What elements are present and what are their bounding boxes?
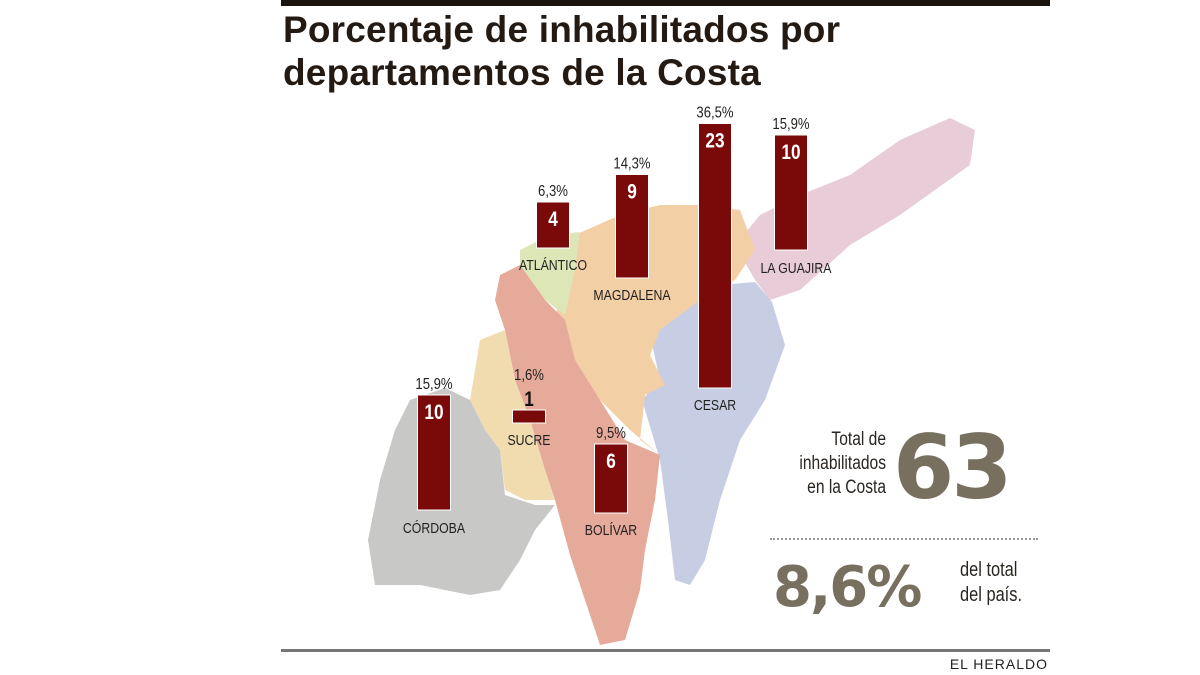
bar-value-label: 9 <box>627 181 637 204</box>
region-bolivar <box>495 265 660 645</box>
bar-1 <box>615 174 649 279</box>
department-label: BOLÍVAR <box>585 521 637 538</box>
bar-value-label: 10 <box>781 142 800 165</box>
bar-value-label: 4 <box>548 209 558 232</box>
title-line-1: Porcentaje de inhabilitados por <box>283 9 841 50</box>
region-atlantico <box>520 232 580 315</box>
total-label-line: Total de <box>831 429 886 450</box>
region-la-guajira <box>735 118 975 300</box>
total-label-line: inhabilitados <box>799 453 886 474</box>
brand-logo: EL HERALDO <box>949 656 1048 672</box>
bar-6 <box>417 394 451 511</box>
department-label: MAGDALENA <box>593 287 671 303</box>
department-label: CESAR <box>694 397 736 413</box>
bar-percent-label: 36,5% <box>696 104 733 121</box>
share-value: 8,6% <box>773 555 922 620</box>
department-label: SUCRE <box>507 432 550 448</box>
total-value: 63 <box>893 416 1012 519</box>
chart-title: Porcentaje de inhabilitados por departam… <box>283 8 840 94</box>
title-line-2: departamentos de la Costa <box>283 52 761 93</box>
bar-percent-label: 1,6% <box>514 367 544 384</box>
bar-percent-label: 15,9% <box>772 116 809 133</box>
bar-2 <box>698 123 732 389</box>
share-label-line: del país. <box>960 584 1022 606</box>
department-label: ATLÁNTICO <box>519 256 587 273</box>
region-cordoba <box>368 388 555 595</box>
bar-5 <box>594 443 628 514</box>
total-label-line: en la Costa <box>807 477 886 498</box>
top-rule <box>281 0 1050 6</box>
region-cesar <box>642 282 785 585</box>
bar-value-label: 10 <box>424 402 443 425</box>
share-label: del total del país. <box>960 558 1022 608</box>
bar-value-label: 1 <box>524 389 534 412</box>
bar-value-label: 6 <box>606 451 616 474</box>
bar-4 <box>512 409 546 424</box>
bar-3 <box>774 134 808 251</box>
bar-percent-label: 6,3% <box>538 183 568 200</box>
bar-value-label: 23 <box>705 130 724 153</box>
bar-0 <box>536 201 570 249</box>
department-label: LA GUAJIRA <box>760 260 832 276</box>
share-label-line: del total <box>960 559 1018 581</box>
bar-percent-label: 9,5% <box>596 425 626 442</box>
dotted-divider <box>770 538 1038 540</box>
bottom-rule <box>281 649 1050 652</box>
total-label: Total de inhabilitados en la Costa <box>783 428 886 500</box>
bar-percent-label: 15,9% <box>415 376 452 393</box>
bar-percent-label: 14,3% <box>613 155 650 172</box>
department-label: CÓRDOBA <box>403 519 466 536</box>
